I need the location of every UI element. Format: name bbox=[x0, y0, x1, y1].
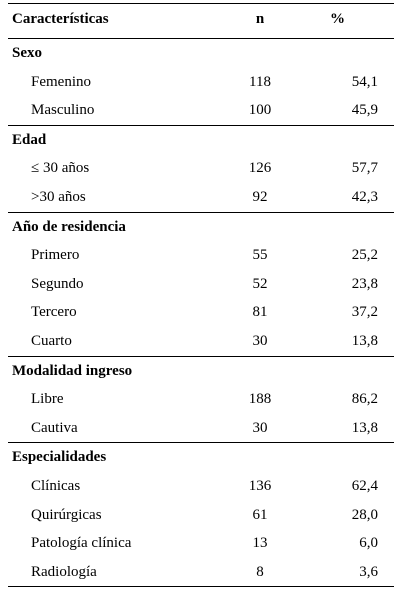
row-label: Libre bbox=[31, 391, 64, 408]
table-row: Cuarto 30 13,8 bbox=[8, 327, 394, 356]
row-pct: 54,1 bbox=[351, 73, 378, 90]
table-body: Sexo Femenino 118 54,1 Masculino 100 45,9 Edad ≤… bbox=[8, 39, 394, 586]
row-n: 126 bbox=[248, 160, 272, 177]
bottom-rule bbox=[8, 586, 394, 588]
group-title: Edad bbox=[12, 131, 47, 148]
row-pct: 45,9 bbox=[351, 102, 378, 119]
row-label: Patología clínica bbox=[31, 535, 132, 552]
row-label: ≤ 30 años bbox=[31, 160, 90, 177]
table-row: ≤ 30 años 126 57,7 bbox=[8, 154, 394, 183]
row-pct: 37,2 bbox=[351, 304, 378, 321]
row-pct: 6,0 bbox=[359, 535, 378, 552]
table-row: >30 años 92 42,3 bbox=[8, 183, 394, 212]
row-pct: 57,7 bbox=[351, 160, 378, 177]
group-divider bbox=[8, 124, 394, 126]
group-title: Especialidades bbox=[12, 449, 107, 466]
characteristics-table: Características n % Sexo Femenino 118 54,1 M… bbox=[8, 3, 394, 588]
row-n: 136 bbox=[248, 477, 272, 494]
group-title: Sexo bbox=[12, 45, 42, 61]
row-n: 100 bbox=[248, 102, 272, 119]
row-label: Masculino bbox=[31, 102, 95, 119]
row-n: 81 bbox=[252, 304, 268, 321]
header-n: n bbox=[255, 11, 265, 27]
table-row: Radiología 8 3,6 bbox=[8, 558, 394, 587]
header-characteristics: Características bbox=[12, 11, 109, 27]
row-label: Clínicas bbox=[31, 477, 81, 494]
row-label: Cuarto bbox=[31, 332, 72, 349]
row-label: Segundo bbox=[31, 275, 84, 292]
row-label: Cautiva bbox=[31, 419, 78, 436]
table-row: Femenino 118 54,1 bbox=[8, 68, 394, 97]
table-row: Tercero 81 37,2 bbox=[8, 298, 394, 327]
row-pct: 86,2 bbox=[351, 391, 378, 408]
table-row: Segundo 52 23,8 bbox=[8, 270, 394, 299]
row-pct: 62,4 bbox=[351, 477, 378, 494]
group-header: Modalidad ingreso bbox=[8, 357, 394, 386]
group-title: Año de residencia bbox=[12, 218, 126, 235]
group-divider bbox=[8, 211, 394, 213]
row-pct: 25,2 bbox=[351, 247, 378, 264]
row-pct: 28,0 bbox=[351, 506, 378, 523]
row-label: >30 años bbox=[31, 188, 86, 205]
table-row: Quirúrgicas 61 28,0 bbox=[8, 501, 394, 530]
row-n: 13 bbox=[252, 535, 268, 552]
row-pct: 42,3 bbox=[351, 188, 378, 205]
row-pct: 13,8 bbox=[351, 332, 378, 349]
group-header: Edad bbox=[8, 126, 394, 155]
group-header: Año de residencia bbox=[8, 213, 394, 242]
row-label: Radiología bbox=[31, 563, 97, 580]
group-header: Especialidades bbox=[8, 443, 394, 472]
header-rule bbox=[8, 38, 394, 39]
row-pct: 3,6 bbox=[359, 563, 378, 580]
table-row: Cautiva 30 13,8 bbox=[8, 414, 394, 443]
table-header: Características n % bbox=[8, 4, 394, 38]
row-n: 52 bbox=[252, 275, 268, 292]
row-label: Primero bbox=[31, 247, 80, 264]
header-pct: % bbox=[330, 11, 345, 27]
table-row: Libre 188 86,2 bbox=[8, 385, 394, 414]
row-n: 92 bbox=[252, 188, 268, 205]
table-row: Clínicas 136 62,4 bbox=[8, 472, 394, 501]
top-rule bbox=[8, 3, 394, 4]
row-n: 188 bbox=[248, 391, 272, 408]
row-n: 30 bbox=[252, 419, 268, 436]
row-n: 8 bbox=[256, 563, 264, 580]
row-pct: 13,8 bbox=[351, 419, 378, 436]
row-label: Tercero bbox=[31, 304, 77, 321]
row-n: 118 bbox=[249, 73, 271, 90]
group-divider bbox=[8, 442, 394, 444]
row-pct: 23,8 bbox=[351, 275, 378, 292]
row-label: Quirúrgicas bbox=[31, 506, 102, 523]
row-label: Femenino bbox=[31, 73, 91, 90]
row-n: 30 bbox=[252, 332, 268, 349]
group-header: Sexo bbox=[8, 39, 394, 68]
group-divider bbox=[8, 355, 394, 357]
table-row: Primero 55 25,2 bbox=[8, 241, 394, 270]
group-title: Modalidad ingreso bbox=[12, 362, 133, 379]
row-n: 55 bbox=[252, 247, 268, 264]
table-row: Patología clínica 13 6,0 bbox=[8, 529, 394, 558]
row-n: 61 bbox=[252, 506, 268, 523]
table-row: Masculino 100 45,9 bbox=[8, 96, 394, 125]
